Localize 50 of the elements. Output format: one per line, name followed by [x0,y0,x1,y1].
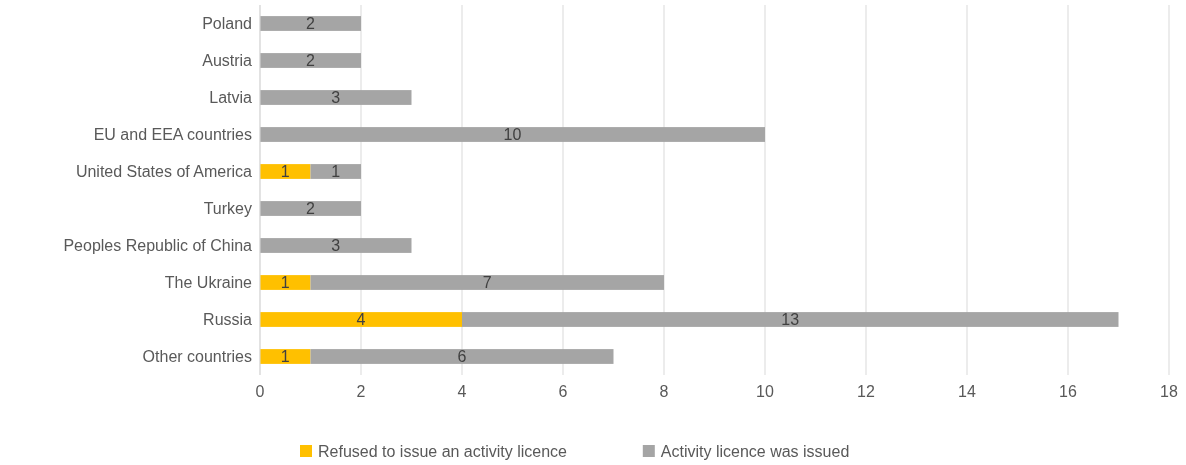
x-tick-label: 18 [1160,383,1178,400]
x-tick-label: 0 [255,383,265,400]
x-tick-label: 2 [356,383,366,400]
bar [260,349,311,364]
bar [462,312,1119,327]
x-tick-label: 10 [756,383,774,400]
data-label: 1 [331,163,341,181]
x-tick-label: 4 [457,383,467,400]
data-label: 1 [280,348,290,366]
data-label: 4 [356,311,366,329]
bar [310,349,614,364]
x-tick-label: 6 [558,383,568,400]
x-tick-label: 14 [958,383,976,400]
bar [260,164,311,179]
bar [260,90,412,105]
bar [260,275,311,290]
y-tick-label: Peoples Republic of China [63,237,253,255]
bar [310,275,664,290]
x-tick-label: 12 [857,383,875,400]
legend-label: Refused to issue an activity licence [318,442,568,460]
x-tick-label: 8 [659,383,669,400]
y-tick-label: Latvia [209,89,253,107]
data-label: 13 [781,311,800,329]
data-label: 3 [331,89,341,107]
data-label: 1 [280,163,290,181]
y-tick-label: Turkey [203,200,252,218]
y-tick-label: Poland [202,15,252,33]
y-tick-label: Other countries [142,348,252,366]
bar [260,53,361,68]
y-tick-label: United States of America [75,163,253,181]
bar [260,201,361,216]
x-tick-label: 16 [1059,383,1077,400]
bar [260,312,462,327]
data-label: 1 [280,274,290,292]
data-label: 6 [457,348,467,366]
bar [260,127,765,142]
y-tick-label: Russia [203,311,253,329]
legend-label: Activity licence was issued [660,442,850,460]
data-label: 3 [331,237,341,255]
data-label: 2 [306,200,316,218]
data-label: 2 [306,15,316,33]
y-tick-label: Austria [202,52,253,70]
bar [310,164,361,179]
data-label: 7 [482,274,492,292]
data-label: 10 [503,126,522,144]
data-label: 2 [306,52,316,70]
y-tick-label: EU and EEA countries [93,126,252,144]
y-tick-label: The Ukraine [164,274,253,292]
bar [260,238,412,253]
bar [260,16,361,31]
